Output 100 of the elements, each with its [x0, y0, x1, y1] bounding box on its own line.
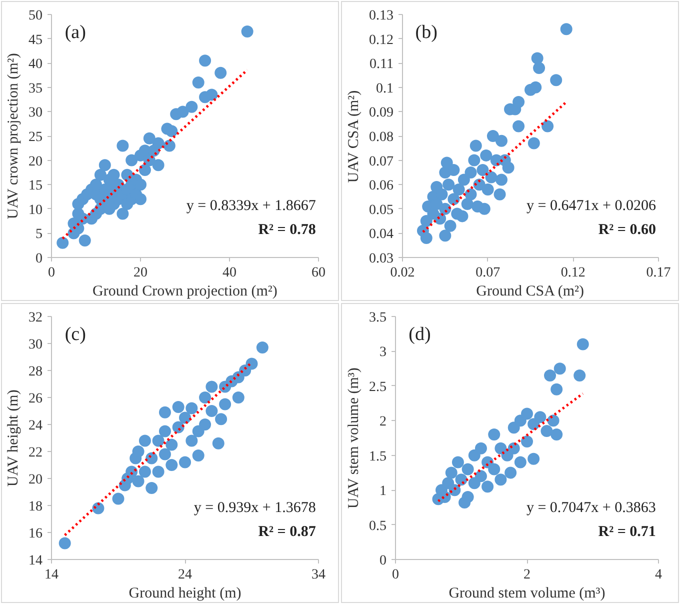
point [508, 422, 520, 434]
point [504, 466, 517, 479]
y-tick-label: 0.1 [376, 81, 394, 96]
point [464, 188, 477, 200]
point [166, 438, 178, 451]
x-axis-title: Ground CSA (m²) [476, 284, 584, 300]
annotation: y = 0.6471x + 0.0206 [526, 198, 656, 214]
point [508, 442, 520, 454]
point [132, 446, 144, 458]
y-tick-label: 3.5 [369, 310, 386, 326]
point [420, 232, 432, 244]
y-tick-label: 20 [28, 472, 42, 488]
y-tick-label: 30 [28, 338, 42, 352]
point [550, 428, 563, 441]
point [199, 418, 212, 430]
x-axis-title: Ground height (m) [128, 586, 242, 602]
point [470, 140, 482, 152]
point [444, 220, 456, 232]
point [512, 96, 525, 108]
point [448, 164, 460, 176]
point [132, 475, 144, 488]
annotation: (c) [64, 324, 86, 345]
point [554, 362, 566, 375]
point [219, 398, 232, 410]
point [462, 491, 474, 504]
point [246, 358, 258, 370]
annotation: R² = 0.60 [598, 222, 656, 238]
point [468, 449, 480, 462]
y-tick-label: 14 [28, 554, 42, 568]
point [482, 183, 494, 196]
y-tick-label: 25 [28, 130, 42, 145]
point [574, 370, 586, 382]
point [547, 414, 560, 427]
point [544, 370, 556, 382]
y-tick-label: 50 [28, 8, 42, 24]
y-tick-label: 24 [28, 418, 42, 434]
y-axis-title: UAV height (m) [6, 390, 22, 487]
annotation: y = 0.8339x + 1.8667 [186, 198, 316, 214]
point [488, 463, 500, 476]
point [550, 383, 563, 396]
x-tick-label: 0 [48, 266, 55, 280]
x-tick-label: 2 [524, 568, 530, 582]
point [540, 425, 553, 438]
y-tick-label: 0.06 [369, 178, 394, 194]
y-tick-label: 20 [28, 154, 42, 170]
annotation: R² = 0.71 [598, 524, 656, 540]
y-tick-label: 0.12 [369, 32, 394, 48]
y-axis-title: UAV stem volume (m³) [346, 368, 362, 509]
y-tick-label: 1 [380, 484, 386, 500]
y-tick-label: 28 [28, 364, 42, 380]
y-tick-label: 0.11 [370, 57, 394, 72]
point [186, 434, 198, 447]
point [495, 174, 508, 186]
x-tick-label: 60 [312, 266, 326, 280]
point [542, 120, 554, 132]
point [528, 452, 540, 465]
point [448, 193, 460, 206]
y-tick-label: 0.05 [369, 202, 394, 218]
point [440, 156, 453, 169]
point [576, 338, 589, 350]
point [488, 428, 500, 441]
point [442, 178, 455, 191]
x-tick-label: 0.07 [476, 266, 500, 280]
y-axis-title: UAV crown projection (m²) [6, 53, 22, 220]
point [521, 435, 533, 448]
point [158, 425, 171, 438]
point [502, 162, 514, 174]
point [158, 448, 171, 460]
point [186, 402, 198, 414]
point [464, 166, 477, 178]
x-tick-label: 0.02 [390, 266, 415, 280]
point [474, 470, 487, 482]
y-tick-label: 35 [28, 81, 42, 96]
y-tick-label: 10 [28, 202, 42, 218]
y-axis-title: UAV CSA (m²) [346, 90, 362, 183]
y-tick-label: 0.07 [369, 154, 394, 170]
point [512, 120, 525, 132]
point [480, 149, 492, 162]
x-tick-label: 4 [655, 568, 662, 582]
point [232, 392, 244, 404]
point [462, 463, 474, 476]
point [494, 442, 507, 454]
point [534, 411, 546, 424]
point [468, 154, 480, 166]
point [138, 466, 151, 478]
point [455, 474, 468, 486]
point [179, 412, 191, 424]
y-tick-label: 1.5 [369, 449, 386, 464]
y-tick-label: 0.13 [369, 8, 394, 24]
point [112, 492, 124, 505]
y-tick-label: 40 [28, 57, 42, 72]
y-tick-label: 26 [28, 392, 42, 406]
point [166, 459, 178, 471]
point [439, 230, 452, 242]
y-tick-label: 0 [36, 252, 42, 266]
point [530, 81, 542, 94]
point [215, 413, 228, 426]
x-tick-label: 40 [222, 266, 236, 280]
y-tick-label: 32 [28, 310, 42, 326]
x-tick-label: 0.12 [560, 266, 586, 280]
